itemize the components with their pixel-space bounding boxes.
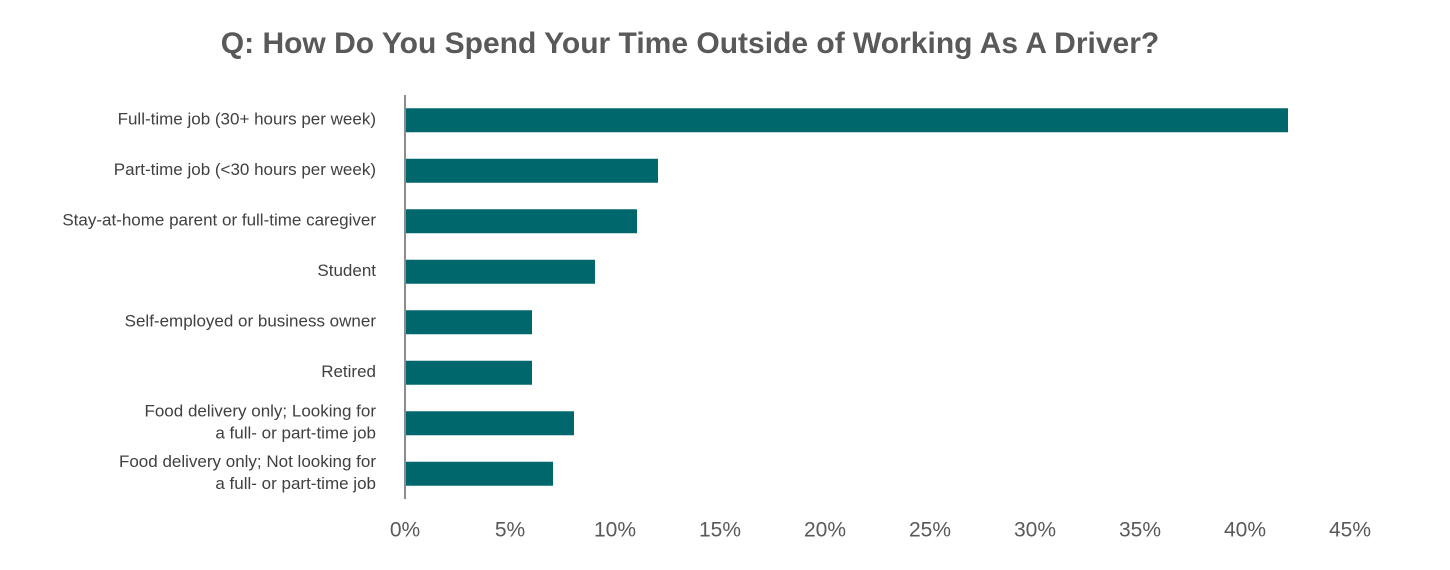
- bar: [406, 158, 658, 183]
- bar: [406, 411, 574, 436]
- y-tick-label: Part-time job (<30 hours per week): [114, 160, 376, 179]
- x-tick-label: 25%: [909, 519, 951, 542]
- bar: [406, 259, 595, 284]
- bar: [406, 209, 637, 234]
- x-tick-label: 40%: [1224, 519, 1266, 542]
- x-tick-label: 5%: [495, 519, 525, 542]
- x-tick-label: 15%: [699, 519, 741, 542]
- x-tick-label: 20%: [804, 519, 846, 542]
- y-tick-label: Food delivery only; Looking for a full- o…: [144, 402, 376, 443]
- x-tick-label: 35%: [1119, 519, 1161, 542]
- bar: [406, 461, 553, 486]
- bar: [406, 310, 532, 335]
- y-tick-label: Stay-at-home parent or full-time caregiv…: [62, 211, 376, 230]
- bar: [406, 108, 1288, 133]
- y-tick-label: Food delivery only; Not looking for a ful…: [119, 452, 376, 493]
- y-tick-label: Retired: [321, 362, 376, 381]
- x-tick-label: 45%: [1329, 519, 1371, 542]
- y-tick-label: Self-employed or business owner: [125, 312, 377, 331]
- x-tick-label: 0%: [390, 519, 420, 542]
- x-tick-label: 10%: [594, 519, 636, 542]
- y-tick-label: Full-time job (30+ hours per week): [118, 110, 376, 129]
- x-tick-label: 30%: [1014, 519, 1056, 542]
- bar: [406, 360, 532, 385]
- chart-title: Q: How Do You Spend Your Time Outside of…: [221, 27, 1159, 60]
- y-tick-label: Student: [317, 261, 376, 280]
